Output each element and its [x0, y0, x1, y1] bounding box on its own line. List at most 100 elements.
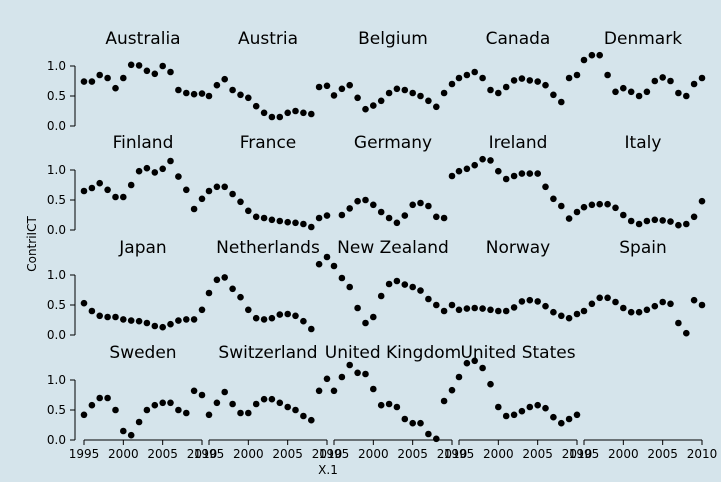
- data-point: [315, 214, 323, 222]
- data-point: [112, 84, 119, 92]
- data-point: [183, 409, 190, 417]
- data-point: [542, 81, 549, 89]
- data-point: [479, 74, 486, 82]
- data-point: [268, 113, 276, 121]
- data-point: [308, 325, 315, 333]
- data-point: [245, 207, 252, 215]
- data-point: [127, 181, 135, 189]
- data-point: [120, 74, 127, 82]
- panel: Belgium: [330, 29, 456, 113]
- data-point: [300, 412, 307, 420]
- data-point: [198, 391, 206, 399]
- data-point: [675, 89, 682, 97]
- data-point: [213, 81, 221, 89]
- data-point: [354, 94, 361, 102]
- data-point: [675, 221, 682, 229]
- data-point: [80, 411, 88, 419]
- data-point: [487, 157, 494, 164]
- data-point: [534, 170, 541, 177]
- data-point: [510, 77, 518, 84]
- data-point: [323, 212, 331, 219]
- data-point: [292, 107, 299, 115]
- data-point: [659, 74, 666, 81]
- data-point: [96, 394, 103, 402]
- panel-title: New Zealand: [337, 238, 449, 258]
- data-point: [479, 155, 486, 163]
- data-point: [190, 90, 198, 98]
- data-point: [534, 298, 541, 305]
- data-point: [143, 67, 151, 75]
- data-point: [151, 401, 159, 409]
- data-point: [370, 201, 377, 209]
- panel: Spain: [580, 238, 706, 337]
- data-point: [425, 295, 432, 303]
- x-tick-label: 1995: [69, 447, 100, 461]
- data-point: [463, 165, 471, 173]
- panel-grid: Australia Austria Belgium Canada Denmark Finl…: [80, 29, 706, 443]
- data-point: [377, 401, 385, 409]
- panel-title: Switzerland: [218, 343, 317, 363]
- data-point: [229, 86, 236, 94]
- data-point: [276, 217, 284, 225]
- data-point: [292, 312, 299, 320]
- data-point: [221, 388, 228, 396]
- data-point: [550, 91, 557, 99]
- data-point: [440, 397, 448, 405]
- data-point: [659, 217, 666, 224]
- data-point: [315, 83, 323, 91]
- data-point: [698, 197, 706, 205]
- panel: Germany: [338, 133, 456, 227]
- data-point: [573, 310, 581, 318]
- data-point: [260, 214, 268, 222]
- data-point: [409, 419, 417, 427]
- data-point: [260, 395, 268, 403]
- data-point: [221, 75, 228, 83]
- data-point: [198, 195, 206, 203]
- data-point: [683, 92, 690, 100]
- data-point: [425, 97, 432, 105]
- data-point: [596, 51, 603, 59]
- data-point: [558, 312, 565, 320]
- panel: France: [205, 133, 331, 231]
- data-point: [643, 306, 651, 314]
- data-point: [330, 262, 338, 270]
- data-point: [300, 109, 307, 117]
- data-point: [393, 403, 401, 411]
- data-point: [88, 78, 96, 85]
- data-point: [502, 307, 510, 315]
- data-point: [159, 323, 166, 331]
- data-point: [425, 202, 432, 210]
- data-point: [370, 313, 377, 321]
- data-point: [175, 406, 182, 414]
- data-point: [596, 200, 603, 208]
- data-point: [338, 211, 346, 219]
- data-point: [417, 199, 424, 207]
- data-point: [159, 165, 166, 173]
- data-point: [401, 86, 409, 94]
- panel-title: Sweden: [109, 343, 176, 363]
- data-point: [80, 299, 88, 307]
- y-tick-label: 1.0: [47, 373, 66, 387]
- data-point: [409, 283, 417, 291]
- data-point: [526, 296, 534, 304]
- data-point: [487, 380, 494, 388]
- data-point: [550, 308, 557, 316]
- data-point: [580, 203, 588, 211]
- panel: Ireland: [455, 133, 581, 222]
- y-tick-label: 1.0: [47, 268, 66, 282]
- y-tick-label: 0.0: [47, 119, 66, 133]
- data-point: [237, 409, 244, 417]
- data-point: [667, 218, 674, 225]
- x-tick-label: 1995: [444, 447, 475, 461]
- y-tick-label: 1.0: [47, 59, 66, 73]
- data-point: [440, 214, 448, 222]
- data-point: [409, 201, 417, 209]
- panel: Sweden: [80, 343, 206, 439]
- data-point: [612, 88, 619, 96]
- data-point: [440, 89, 448, 97]
- x-tick-label: 2005: [147, 447, 178, 461]
- data-point: [385, 89, 393, 97]
- data-point: [425, 430, 432, 438]
- x-tick-label: 2010: [562, 447, 593, 461]
- x-tick-label: 1995: [569, 447, 600, 461]
